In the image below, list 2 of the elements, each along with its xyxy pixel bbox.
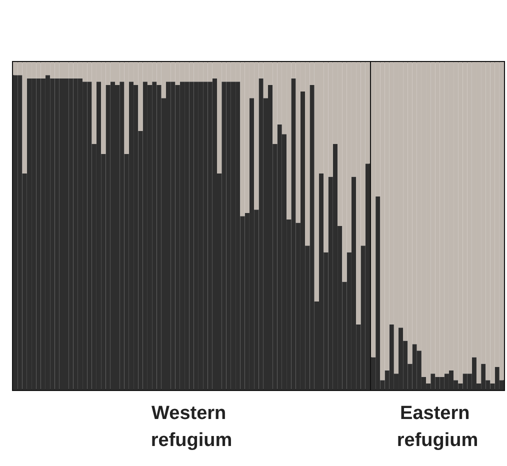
x-axis-title: Eastern refugium bbox=[396, 403, 478, 451]
x-axis-title: Western refugium bbox=[150, 403, 232, 451]
